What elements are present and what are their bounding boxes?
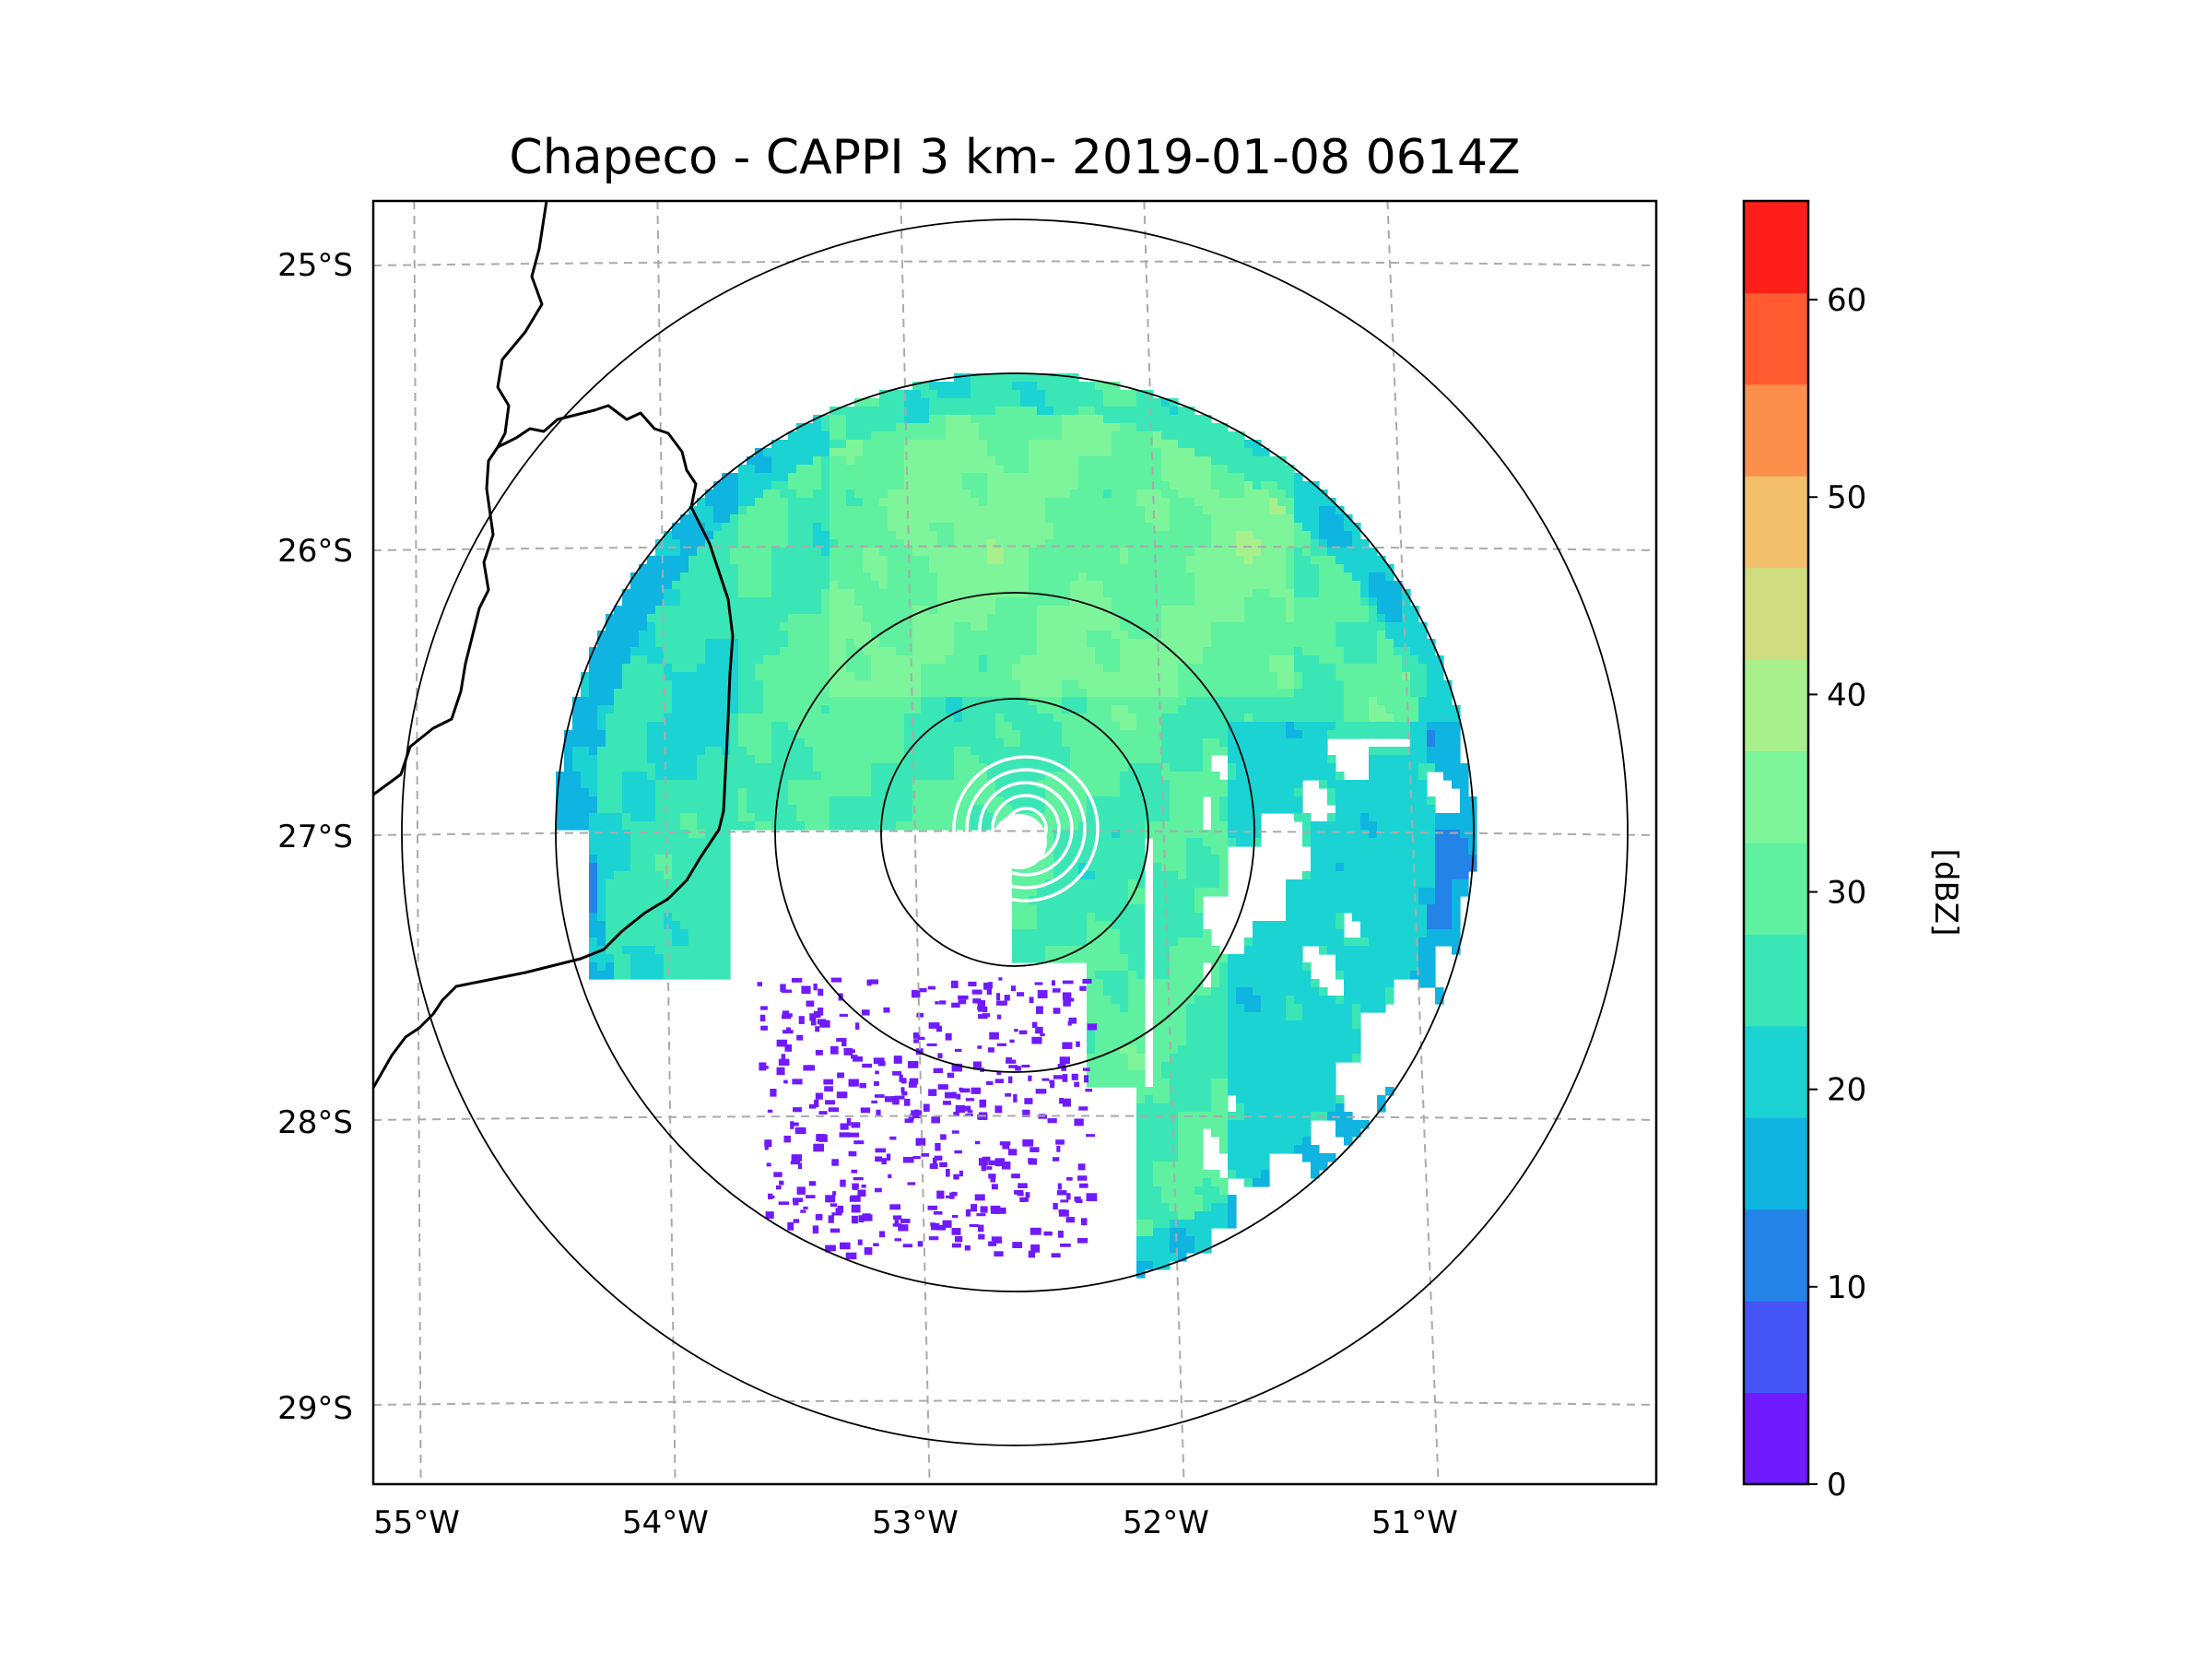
colorbar-tick-label: 20 bbox=[1827, 1072, 1866, 1109]
colorbar-segment bbox=[1744, 843, 1808, 935]
longitude-label: 55°W bbox=[373, 1504, 460, 1541]
latitude-label: 28°S bbox=[277, 1104, 353, 1141]
radar-echo-field bbox=[556, 373, 1477, 1279]
colorbar-tick-label: 60 bbox=[1827, 282, 1866, 319]
colorbar-segment bbox=[1744, 201, 1808, 293]
map-area bbox=[373, 201, 1656, 1484]
colorbar-ticks: 0 10 20 30 40 50 60 bbox=[1808, 282, 1866, 1504]
latitude-labels: 25°S 26°S 27°S 28°S 29°S bbox=[277, 247, 353, 1427]
latitude-label: 25°S bbox=[277, 247, 353, 284]
colorbar-segment bbox=[1744, 476, 1808, 568]
latitude-label: 26°S bbox=[277, 533, 353, 570]
chart-title: Chapeco - CAPPI 3 km- 2019-01-08 0614Z bbox=[509, 130, 1520, 185]
colorbar-tick-label: 0 bbox=[1827, 1467, 1847, 1504]
colorbar-segment bbox=[1744, 1301, 1808, 1393]
longitude-label: 54°W bbox=[622, 1504, 709, 1541]
colorbar bbox=[1744, 201, 1808, 1485]
colorbar-segment bbox=[1744, 384, 1808, 477]
colorbar-segment bbox=[1744, 751, 1808, 843]
colorbar-segment bbox=[1744, 659, 1808, 751]
latitude-label: 29°S bbox=[277, 1390, 353, 1427]
colorbar-segment bbox=[1744, 934, 1808, 1026]
longitude-label: 53°W bbox=[872, 1504, 959, 1541]
longitude-label: 52°W bbox=[1123, 1504, 1209, 1541]
colorbar-segment bbox=[1744, 1026, 1808, 1118]
longitude-labels: 55°W 54°W 53°W 52°W 51°W bbox=[373, 1504, 1458, 1541]
colorbar-segment bbox=[1744, 1117, 1808, 1209]
latitude-label: 27°S bbox=[277, 819, 353, 855]
colorbar-label: [dBZ] bbox=[1927, 849, 1964, 937]
colorbar-segment bbox=[1744, 1393, 1808, 1485]
colorbar-segment bbox=[1744, 292, 1808, 384]
colorbar-tick-label: 50 bbox=[1827, 479, 1866, 516]
colorbar-segment bbox=[1744, 1209, 1808, 1302]
longitude-label: 51°W bbox=[1371, 1504, 1458, 1541]
colorbar-tick-label: 10 bbox=[1827, 1269, 1866, 1306]
colorbar-tick-label: 40 bbox=[1827, 677, 1866, 714]
colorbar-tick-label: 30 bbox=[1827, 875, 1866, 912]
colorbar-segment bbox=[1744, 568, 1808, 660]
